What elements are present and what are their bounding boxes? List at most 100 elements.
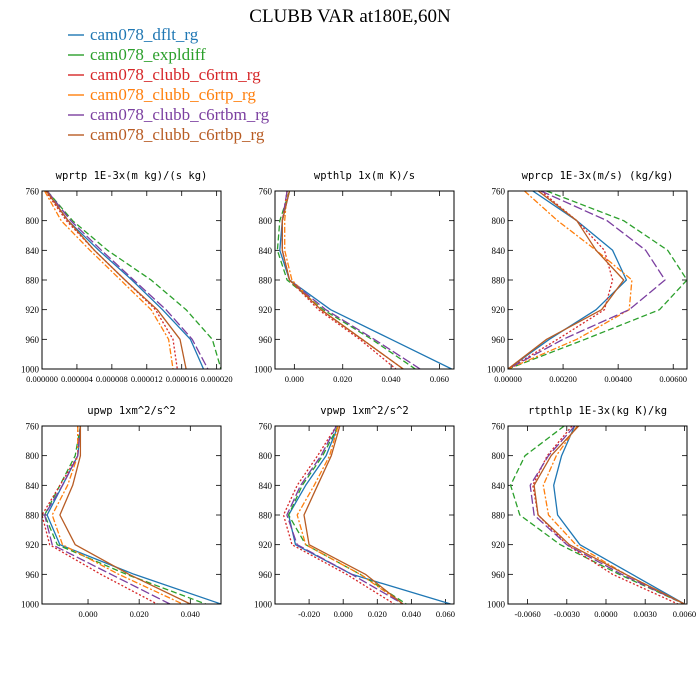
x-tick-label: 0.000000 xyxy=(26,374,58,384)
y-tick-label: 800 xyxy=(492,216,506,226)
series-line-cam078-clubb-c6rtbm-rg xyxy=(529,426,685,604)
panels-grid: wprtp 1E-3x(m kg)/(s kg) 760 800 840 880 920 9… xyxy=(21,170,696,619)
panel-title: rtpthlp 1E-3x(kg K)/kg xyxy=(528,405,667,417)
y-tick-label: 960 xyxy=(492,570,506,580)
series-line-cam078-clubb-c6rtm-rg xyxy=(282,426,395,604)
y-tick-label: 760 xyxy=(259,187,273,197)
y-tick-label: 760 xyxy=(492,187,506,197)
legend-label-cam078-clubb-c6rtm-rg: cam078_clubb_c6rtm_rg xyxy=(90,65,261,84)
y-tick-label: 800 xyxy=(492,451,506,461)
x-tick-label: 0.000 xyxy=(334,609,353,619)
x-tick-label: 0.00200 xyxy=(549,374,577,384)
series-line-cam078-clubb-c6rtm-rg xyxy=(44,191,178,369)
y-tick-label: 840 xyxy=(259,246,273,256)
plot-frame xyxy=(507,425,688,605)
panel-2: wpthlp 1x(m K)/s 760 800 840 880 920 960 1000 0.… xyxy=(254,170,455,384)
series-line-cam078-dflt-rg xyxy=(553,426,685,604)
x-tick-label: 0.060 xyxy=(430,374,449,384)
y-tick-label: 840 xyxy=(492,481,506,491)
x-tick-label: 0.020 xyxy=(333,374,352,384)
series-line-cam078-clubb-c6rtbm-rg xyxy=(286,426,404,604)
x-tick-label: 0.0000 xyxy=(594,609,617,619)
y-tick-label: 800 xyxy=(26,216,40,226)
series-line-cam078-clubb-c6rtp-rg xyxy=(44,191,174,369)
legend-label-cam078-clubb-c6rtbm-rg: cam078_clubb_c6rtbm_rg xyxy=(90,105,270,124)
y-tick-label: 920 xyxy=(26,305,40,315)
y-tick-label: 880 xyxy=(492,511,506,521)
y-tick-label: 840 xyxy=(26,481,40,491)
series-line-cam078-clubb-c6rtbp-rg xyxy=(59,426,191,604)
x-tick-label: 0.040 xyxy=(402,609,421,619)
series-line-cam078-expldiff xyxy=(43,426,206,604)
series-line-cam078-clubb-c6rtbp-rg xyxy=(533,426,685,604)
legend-label-cam078-dflt-rg: cam078_dflt_rg xyxy=(90,25,199,44)
legend-label-cam078-clubb-c6rtp-rg: cam078_clubb_c6rtp_rg xyxy=(90,85,256,104)
x-tick-label: 0.000 xyxy=(285,374,304,384)
figure-title: CLUBB VAR at180E,60N xyxy=(249,6,451,27)
series-line-cam078-clubb-c6rtbp-rg xyxy=(45,191,187,369)
series-line-cam078-clubb-c6rtbp-rg xyxy=(303,426,404,604)
y-tick-label: 920 xyxy=(492,540,506,550)
x-tick-label: 0.000004 xyxy=(61,374,94,384)
y-tick-label: 760 xyxy=(26,187,40,197)
series-line-cam078-clubb-c6rtbm-rg xyxy=(43,426,171,604)
panel-4: upwp 1xm^2/s^2 760 800 840 880 920 960 1000 0.00… xyxy=(21,405,222,619)
y-tick-label: 880 xyxy=(492,276,506,286)
y-tick-label: 880 xyxy=(259,276,273,286)
y-tick-label: 800 xyxy=(259,451,273,461)
x-tick-label: -0.0030 xyxy=(554,609,580,619)
plot-frame xyxy=(274,425,455,605)
series-line-cam078-clubb-c6rtbm-rg xyxy=(281,191,421,369)
x-tick-label: -0.020 xyxy=(298,609,320,619)
series-line-cam078-clubb-c6rtbm-rg xyxy=(46,191,209,369)
series-line-cam078-clubb-c6rtp-rg xyxy=(51,426,183,604)
legend-label-cam078-clubb-c6rtbp-rg: cam078_clubb_c6rtbp_rg xyxy=(90,125,265,144)
series-line-cam078-clubb-c6rtbp-rg xyxy=(508,191,625,369)
plot-frame xyxy=(507,190,688,370)
y-tick-label: 920 xyxy=(26,540,40,550)
x-tick-label: 0.000008 xyxy=(96,374,128,384)
series-line-cam078-dflt-rg xyxy=(508,191,628,369)
y-tick-label: 880 xyxy=(26,276,40,286)
panel-title: upwp 1xm^2/s^2 xyxy=(87,405,176,417)
series-line-cam078-expldiff xyxy=(46,191,221,369)
y-tick-label: 1000 xyxy=(254,365,273,375)
series-line-cam078-clubb-c6rtbp-rg xyxy=(281,191,404,369)
y-tick-label: 1000 xyxy=(254,600,273,610)
x-tick-label: 0.000020 xyxy=(201,374,233,384)
x-tick-label: -0.0060 xyxy=(514,609,540,619)
y-tick-label: 760 xyxy=(26,422,40,432)
panel-title: wpthlp 1x(m K)/s xyxy=(314,170,415,182)
y-tick-label: 960 xyxy=(259,570,273,580)
y-tick-label: 1000 xyxy=(487,600,506,610)
x-tick-label: 0.040 xyxy=(181,609,200,619)
legend-label-cam078-expldiff: cam078_expldiff xyxy=(90,45,206,64)
panel-1: wprtp 1E-3x(m kg)/(s kg) 760 800 840 880 920 9… xyxy=(21,170,233,384)
y-tick-label: 840 xyxy=(492,246,506,256)
x-tick-label: 0.00400 xyxy=(604,374,632,384)
plot-frame xyxy=(274,190,455,370)
y-tick-label: 960 xyxy=(26,335,40,345)
y-tick-label: 920 xyxy=(492,305,506,315)
x-tick-label: 0.040 xyxy=(382,374,401,384)
panel-title: wprcp 1E-3x(m/s) (kg/kg) xyxy=(522,170,674,182)
x-tick-label: 0.000 xyxy=(78,609,97,619)
panel-title: wprtp 1E-3x(m kg)/(s kg) xyxy=(56,170,208,182)
x-tick-label: 0.060 xyxy=(436,609,455,619)
y-tick-label: 840 xyxy=(26,246,40,256)
x-tick-label: 0.00600 xyxy=(659,374,687,384)
x-tick-label: 0.020 xyxy=(368,609,387,619)
y-tick-label: 1000 xyxy=(21,365,40,375)
series-line-cam078-clubb-c6rtbm-rg xyxy=(508,191,666,369)
x-tick-label: 0.020 xyxy=(130,609,149,619)
series-line-cam078-clubb-c6rtp-rg xyxy=(508,191,633,369)
series-line-cam078-clubb-c6rtp-rg xyxy=(284,191,404,369)
y-tick-label: 760 xyxy=(259,422,273,432)
panel-3: wprcp 1E-3x(m/s) (kg/kg) 760 800 840 880 920 9… xyxy=(487,170,688,384)
y-tick-label: 880 xyxy=(259,511,273,521)
y-tick-label: 1000 xyxy=(487,365,506,375)
series-line-cam078-expldiff xyxy=(509,426,685,604)
y-tick-label: 800 xyxy=(26,451,40,461)
series-line-cam078-expldiff xyxy=(276,191,416,369)
x-tick-label: 0.000016 xyxy=(166,374,198,384)
